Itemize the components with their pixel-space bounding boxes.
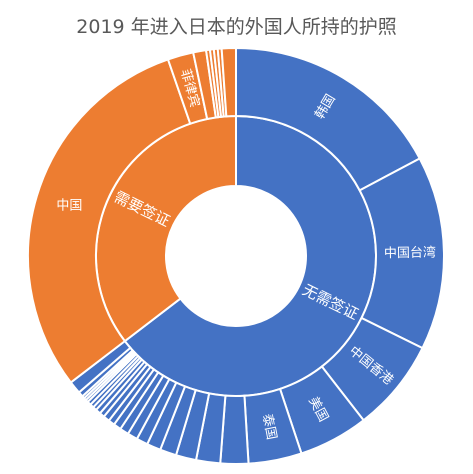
outer-label-26: 中国 xyxy=(56,198,82,213)
outer-segment-e99c80e8a681e7adbee8af81-0 xyxy=(27,58,192,384)
outer-label-4: 泰国 xyxy=(259,413,279,441)
outer-segment-e99c80e8a681e7adbee8af81-7 xyxy=(220,46,237,118)
outer-label-1: 中国台湾 xyxy=(384,245,436,262)
chart-title: 2019 年进入日本的外国人所持的护照 xyxy=(76,16,397,38)
